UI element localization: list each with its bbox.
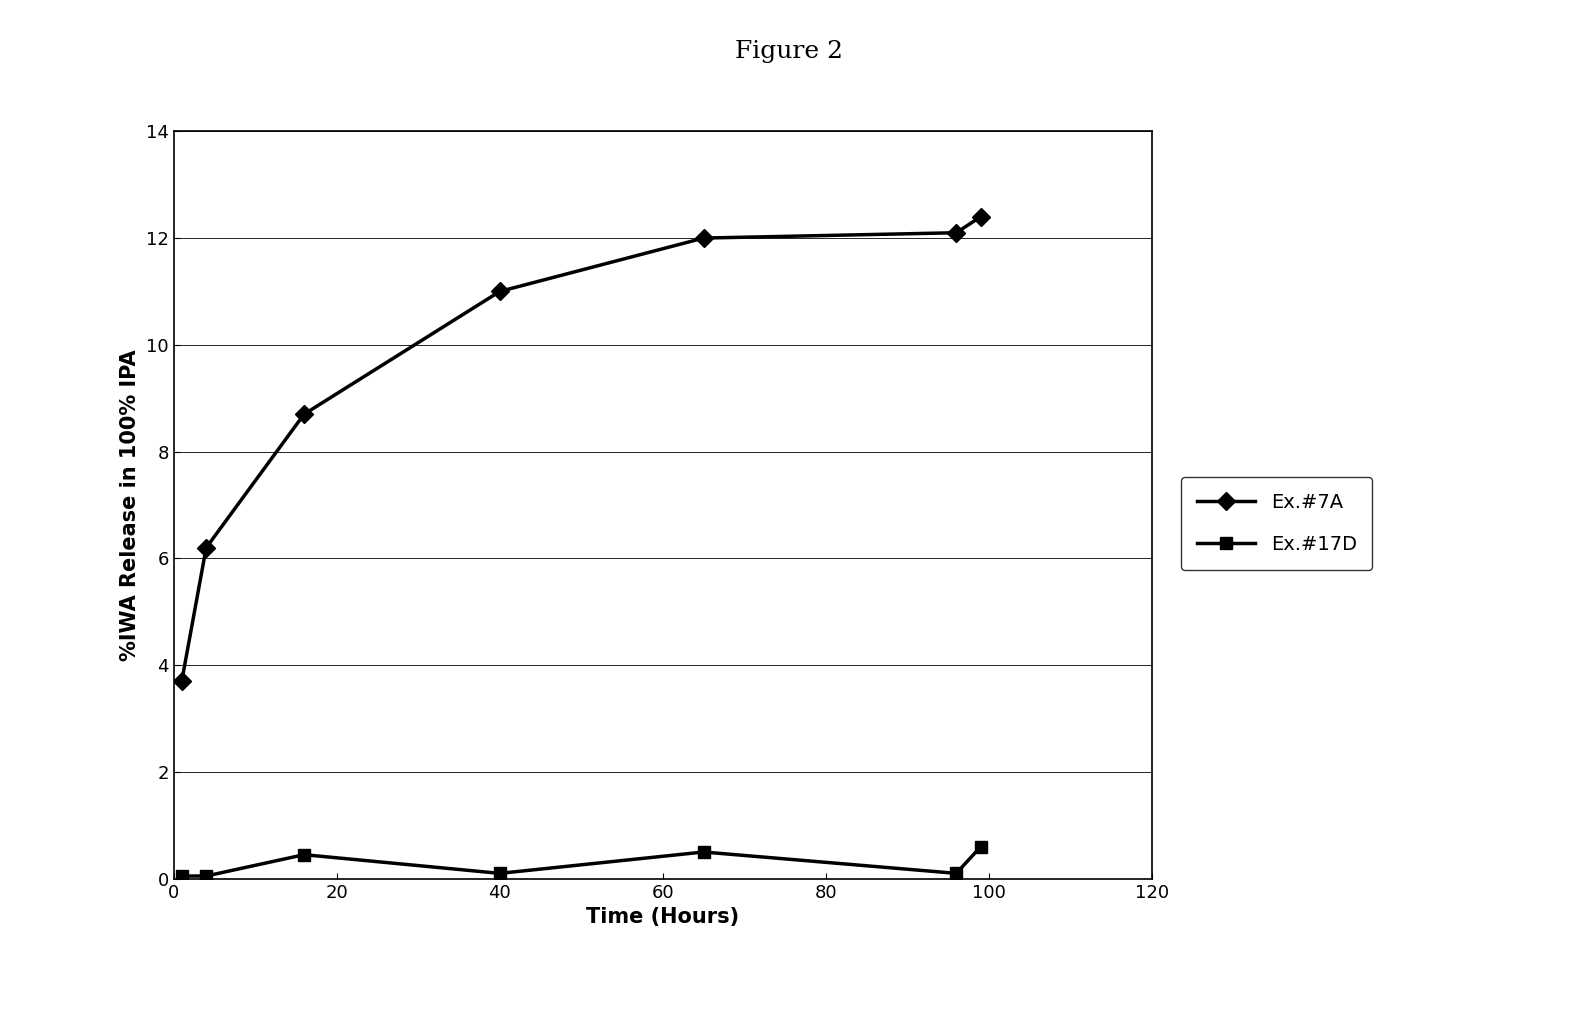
Line: Ex.#7A: Ex.#7A xyxy=(175,210,986,688)
Ex.#7A xyxy=(172,675,191,687)
Ex.#17D xyxy=(295,848,314,861)
X-axis label: Time (Hours): Time (Hours) xyxy=(585,907,740,927)
Ex.#7A xyxy=(947,226,966,238)
Ex.#17D xyxy=(972,840,991,852)
Line: Ex.#17D: Ex.#17D xyxy=(177,841,986,882)
Ex.#17D xyxy=(947,868,966,880)
Legend: Ex.#7A, Ex.#17D: Ex.#7A, Ex.#17D xyxy=(1182,478,1373,570)
Y-axis label: %IWA Release in 100% IPA: %IWA Release in 100% IPA xyxy=(120,349,140,661)
Ex.#17D xyxy=(694,846,713,858)
Ex.#17D xyxy=(491,868,510,880)
Ex.#17D xyxy=(197,870,216,882)
Ex.#17D xyxy=(172,870,191,882)
Ex.#7A xyxy=(491,286,510,298)
Ex.#7A xyxy=(197,541,216,553)
Ex.#7A xyxy=(972,211,991,223)
Text: Figure 2: Figure 2 xyxy=(735,40,843,64)
Ex.#7A xyxy=(694,232,713,244)
Ex.#7A xyxy=(295,408,314,420)
